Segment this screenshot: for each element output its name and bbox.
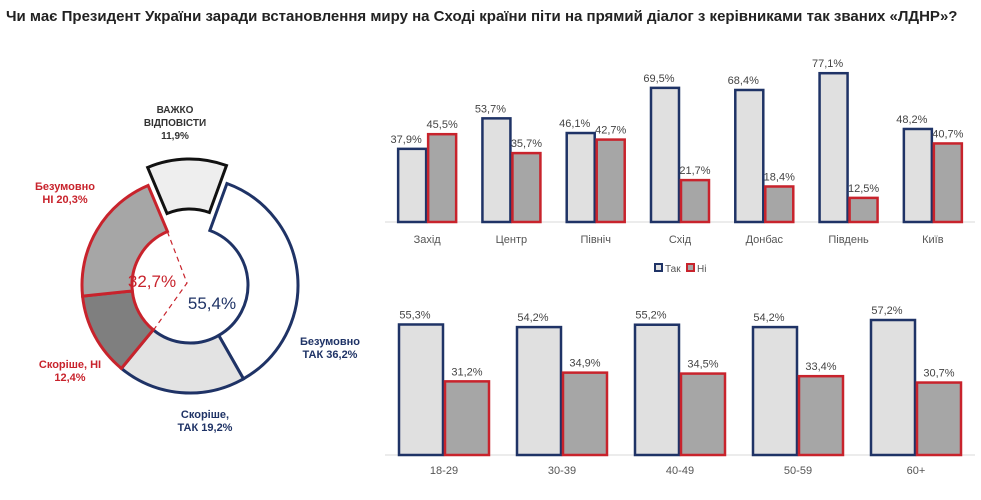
category-label: Схід	[669, 234, 692, 246]
data-label: 21,7%	[679, 165, 710, 177]
bar-no	[764, 185, 795, 224]
donut-slice	[207, 181, 300, 381]
legend-swatch	[654, 263, 663, 272]
data-label: 68,4%	[728, 75, 759, 87]
bar-yes	[396, 147, 428, 224]
donut-slice	[80, 183, 170, 298]
category-label: Київ	[922, 234, 944, 246]
bar-yes	[633, 323, 681, 457]
data-label: 34,5%	[687, 359, 718, 371]
bar-yes	[902, 127, 934, 224]
data-label: 54,2%	[753, 312, 784, 324]
data-label: 42,7%	[595, 125, 626, 137]
category-label: Центр	[496, 234, 528, 246]
category-label: Захід	[414, 234, 442, 246]
bar-yes	[649, 86, 681, 224]
divider-line	[153, 231, 188, 331]
category-label: Північ	[580, 234, 610, 246]
legend-label: Ні	[697, 264, 706, 275]
data-label: 57,2%	[871, 305, 902, 317]
legend-label: Так	[665, 264, 681, 275]
data-label: 40,7%	[932, 128, 963, 140]
slice-label: Безумовно ТАК 36,2%	[300, 336, 360, 361]
data-label: 77,1%	[812, 58, 843, 70]
data-label: 34,9%	[569, 358, 600, 370]
bar-yes	[869, 318, 917, 457]
page-title: Чи має Президент України заради встановл…	[6, 8, 958, 25]
category-label: Південь	[828, 234, 869, 246]
bar-yes	[734, 88, 765, 224]
bar-no	[595, 138, 626, 224]
bar-yes	[565, 131, 596, 224]
data-label: 18,4%	[764, 171, 795, 183]
data-label: 55,2%	[635, 310, 666, 322]
category-label: 18-29	[430, 465, 458, 477]
data-label: 31,2%	[451, 366, 482, 378]
donut-slice	[145, 157, 229, 216]
slice-label: Скоріше, ТАК 19,2%	[178, 409, 233, 434]
bar-no	[915, 381, 963, 457]
data-label: 12,5%	[848, 183, 879, 195]
region-bar-chart: 37,9% 45,5% Захід 53,7% 35,7% Центр 46,1% 42,7%…	[385, 58, 975, 275]
data-label: 37,9%	[391, 134, 422, 146]
category-label: 30-39	[548, 465, 576, 477]
category-label: 40-49	[666, 465, 694, 477]
bar-yes	[515, 325, 563, 457]
data-label: 55,3%	[399, 309, 430, 321]
data-label: 46,1%	[559, 118, 590, 130]
slice-label: Скоріше, НІ 12,4%	[39, 359, 101, 384]
data-label: 69,5%	[643, 73, 674, 85]
category-label: 50-59	[784, 465, 812, 477]
bar-yes	[751, 325, 799, 457]
data-label: 54,2%	[517, 312, 548, 324]
bar-no	[426, 132, 458, 224]
legend-swatch	[686, 263, 695, 272]
data-label: 33,4%	[805, 361, 836, 373]
yes-total-label: 55,4%	[188, 294, 236, 313]
category-label: Донбас	[746, 234, 784, 246]
data-label: 53,7%	[475, 103, 506, 115]
data-label: 30,7%	[923, 368, 954, 380]
bar-yes	[397, 323, 445, 457]
donut-chart: Безумовно ТАК 36,2% Скоріше, ТАК 19,2% Скорі…	[35, 105, 360, 434]
bar-no	[511, 151, 542, 224]
bar-no	[561, 371, 609, 457]
no-total-label: 32,7%	[128, 272, 176, 291]
slice-label: ВАЖКО ВІДПОВІСТИ 11,9%	[144, 105, 206, 142]
data-label: 35,7%	[511, 138, 542, 150]
bar-no	[797, 374, 845, 457]
bar-no	[679, 372, 727, 457]
data-label: 48,2%	[896, 114, 927, 126]
bar-no	[932, 142, 964, 224]
slice-label: Безумовно НІ 20,3%	[35, 181, 95, 206]
bar-no	[848, 196, 879, 224]
bar-no	[443, 380, 491, 457]
bar-yes	[818, 71, 849, 224]
category-label: 60+	[907, 465, 926, 477]
bar-yes	[481, 117, 512, 224]
bar-no	[679, 178, 711, 224]
data-label: 45,5%	[427, 119, 458, 131]
